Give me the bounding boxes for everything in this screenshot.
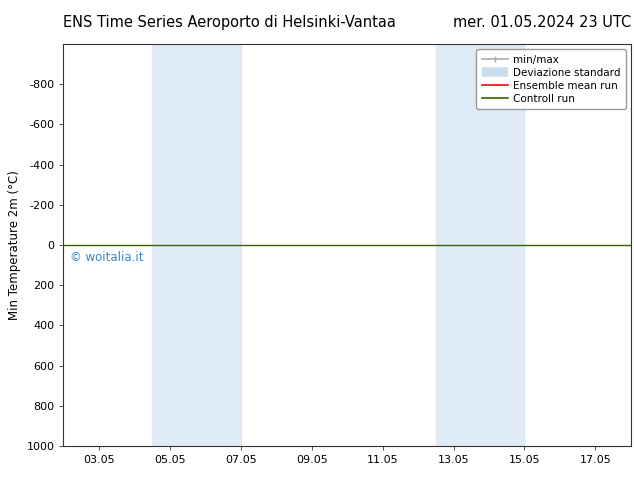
Bar (436, 44, 524, 446)
Bar (152, 44, 241, 446)
Text: mer. 01.05.2024 23 UTC: mer. 01.05.2024 23 UTC (453, 15, 631, 29)
Legend: min/max, Deviazione standard, Ensemble mean run, Controll run: min/max, Deviazione standard, Ensemble m… (477, 49, 626, 109)
Text: © woitalia.it: © woitalia.it (70, 251, 143, 264)
Text: ENS Time Series Aeroporto di Helsinki-Vantaa: ENS Time Series Aeroporto di Helsinki-Va… (63, 15, 396, 29)
Y-axis label: Min Temperature 2m (°C): Min Temperature 2m (°C) (8, 170, 21, 320)
